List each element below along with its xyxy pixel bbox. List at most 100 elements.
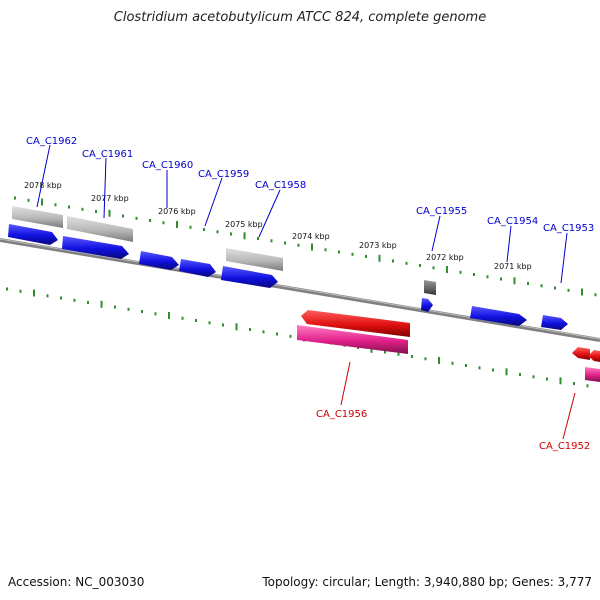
genome-summary-text: Topology: circular; Length: 3,940,880 bp…: [262, 575, 592, 589]
minor-tick: [14, 196, 16, 200]
minor-tick: [405, 261, 408, 265]
minor-tick: [257, 237, 259, 240]
leader-line-c1961: [103, 157, 107, 219]
major-tick: [33, 289, 35, 297]
accession-text: Accession: NC_003030: [8, 575, 145, 589]
minor-tick: [249, 328, 251, 331]
minor-tick: [114, 305, 116, 309]
minor-tick: [384, 350, 386, 354]
gene-label-c1958[interactable]: CA_C1958: [255, 180, 306, 191]
major-tick: [505, 368, 508, 376]
minor-tick: [189, 225, 192, 229]
gene-blue-2[interactable]: [62, 236, 129, 259]
major-tick: [446, 266, 448, 273]
major-tick: [243, 232, 246, 240]
minor-tick: [586, 384, 589, 388]
gene-label-c1959[interactable]: CA_C1959: [198, 169, 249, 180]
gene-darkgray-1[interactable]: [424, 280, 436, 295]
minor-tick: [289, 334, 292, 338]
minor-tick: [459, 270, 462, 274]
minor-tick: [465, 364, 467, 367]
gene-red-1[interactable]: [301, 310, 410, 337]
minor-tick: [486, 275, 489, 279]
minor-tick: [154, 312, 157, 316]
gene-blue-4[interactable]: [179, 259, 216, 277]
minor-tick: [424, 357, 427, 361]
gene-gray-2[interactable]: [67, 216, 133, 242]
minor-tick: [195, 319, 197, 322]
leader-line-c1958: [258, 189, 281, 238]
gene-pink-2[interactable]: [585, 367, 600, 382]
diagram-title: Clostridium acetobutylicum ATCC 824, com…: [113, 10, 487, 25]
minor-tick: [365, 255, 367, 258]
leader-line-c1954: [506, 225, 512, 263]
minor-tick: [451, 361, 454, 365]
gene-blue-3[interactable]: [139, 251, 179, 270]
minor-tick: [432, 266, 435, 270]
leader-line-c1959: [204, 177, 223, 227]
minor-tick: [297, 243, 300, 247]
gene-label-c1954[interactable]: CA_C1954: [487, 216, 538, 227]
minor-tick: [203, 228, 205, 231]
gene-red-3[interactable]: [588, 350, 600, 362]
gene-label-c1953[interactable]: CA_C1953: [543, 223, 594, 234]
minor-tick: [540, 284, 543, 288]
gene-label-c1952[interactable]: CA_C1952: [539, 441, 590, 452]
minor-tick: [492, 368, 494, 372]
gene-label-c1962[interactable]: CA_C1962: [26, 136, 77, 147]
minor-tick: [60, 296, 62, 300]
minor-tick: [81, 207, 84, 211]
minor-tick: [230, 232, 232, 236]
minor-tick: [594, 293, 597, 297]
major-tick: [235, 323, 238, 331]
leader-line-c1956: [340, 361, 351, 406]
kbp-label-2077: 2077 kbp: [91, 194, 129, 203]
minor-tick: [532, 375, 535, 379]
minor-tick: [567, 288, 570, 292]
minor-tick: [181, 316, 184, 320]
minor-tick: [222, 323, 224, 327]
minor-tick: [68, 205, 70, 209]
gene-blue-8[interactable]: [541, 315, 568, 330]
minor-tick: [324, 248, 327, 252]
gene-red-2[interactable]: [572, 347, 590, 360]
minor-tick: [284, 241, 286, 245]
gene-label-c1961[interactable]: CA_C1961: [82, 149, 133, 160]
reverse-tick-row: [6, 287, 589, 388]
leader-line-c1955: [431, 215, 441, 252]
gene-pink-1[interactable]: [297, 325, 408, 354]
major-tick: [168, 312, 170, 319]
major-tick: [559, 377, 562, 385]
gene-blue-6[interactable]: [421, 298, 433, 312]
minor-tick: [270, 239, 273, 243]
minor-tick: [135, 216, 138, 220]
minor-tick: [473, 273, 475, 276]
minor-tick: [149, 219, 151, 222]
leader-line-c1952: [562, 392, 576, 440]
leader-line-c1953: [560, 232, 568, 284]
minor-tick: [411, 355, 413, 358]
gene-blue-7[interactable]: [470, 306, 527, 326]
minor-tick: [46, 294, 49, 298]
major-tick: [311, 243, 313, 251]
gene-blue-5[interactable]: [221, 266, 278, 288]
gene-gray-3[interactable]: [226, 248, 283, 271]
minor-tick: [276, 332, 278, 336]
forward-tick-row: [14, 196, 597, 297]
gene-blue-1[interactable]: [8, 224, 58, 245]
minor-tick: [73, 298, 76, 302]
gene-label-c1960[interactable]: CA_C1960: [142, 160, 193, 171]
kbp-label-2072: 2072 kbp: [426, 253, 464, 262]
kbp-label-2071: 2071 kbp: [494, 262, 532, 271]
minor-tick: [208, 321, 211, 325]
gene-label-c1956[interactable]: CA_C1956: [316, 409, 367, 420]
minor-tick: [95, 210, 97, 213]
major-tick: [513, 277, 516, 285]
minor-tick: [419, 264, 421, 267]
minor-tick: [141, 310, 143, 313]
gene-label-c1955[interactable]: CA_C1955: [416, 206, 467, 217]
gene-gray-1[interactable]: [12, 206, 63, 228]
kbp-label-2078: 2078 kbp: [24, 181, 62, 190]
minor-tick: [527, 282, 529, 285]
